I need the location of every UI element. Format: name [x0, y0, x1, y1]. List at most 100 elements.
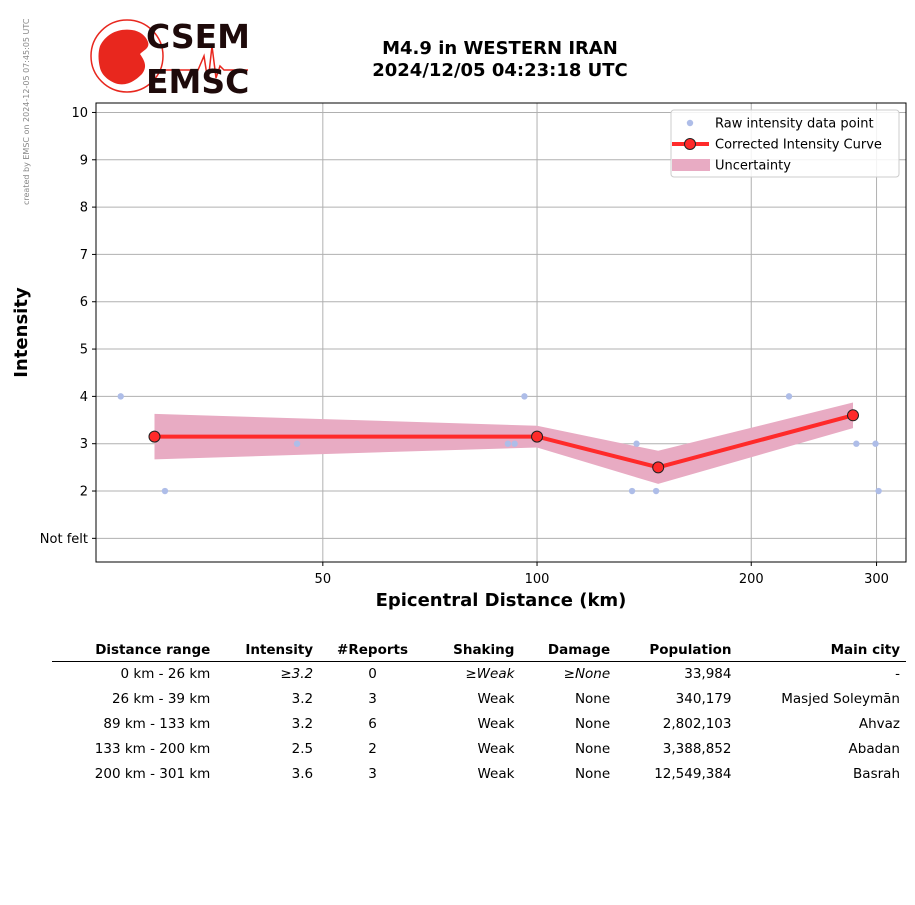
x-axis-label: Epicentral Distance (km) — [376, 590, 627, 611]
table-cell: Weak — [477, 715, 515, 732]
table-cell: Weak — [477, 690, 515, 707]
table-cell: 133 km - 200 km — [94, 740, 211, 757]
y-tick-label: 5 — [80, 343, 88, 358]
table-cell: Weak — [477, 740, 515, 757]
y-tick-label: 10 — [71, 106, 88, 121]
table-header-row: Distance range Intensity #Reports Shaking Da… — [52, 640, 906, 662]
table-cell: 2,802,103 — [662, 715, 732, 732]
legend-label: Uncertainty — [715, 159, 791, 174]
table-header-cell: Distance range — [52, 640, 217, 662]
table-cell: Basrah — [853, 765, 900, 782]
legend-swatch-curve-marker — [684, 138, 696, 150]
y-tick-label: 4 — [80, 390, 88, 405]
raw-data-point — [504, 440, 512, 447]
table-cell: None — [574, 765, 611, 782]
table-cell: 3,388,852 — [662, 740, 732, 757]
x-tick-label: 100 — [525, 572, 550, 587]
y-tick-label: 2 — [80, 485, 88, 500]
corrected-curve-marker — [652, 461, 665, 474]
raw-data-point — [875, 487, 882, 495]
legend-label: Raw intensity data point — [715, 117, 874, 132]
table-cell: 2.5 — [291, 740, 314, 757]
table-cell: 340,179 — [675, 690, 732, 707]
table-header-cell: Damage — [520, 640, 617, 662]
raw-data-point — [652, 487, 660, 495]
raw-data-point — [785, 393, 793, 400]
table-cell: 3 — [368, 765, 377, 782]
table-row: 200 km - 301 km 3.6 3 Weak None 12,549,384 Bas… — [52, 762, 906, 787]
y-tick-label: 7 — [80, 248, 88, 263]
legend-box — [670, 109, 900, 178]
chart-title-event: M4.9 in WESTERN IRAN — [382, 38, 618, 59]
y-tick-label: 9 — [80, 153, 88, 168]
legend-swatch-band — [672, 159, 710, 171]
table-body: 0 km - 26 km ≥3.2 0 ≥Weak ≥None 33,984 - 26 km … — [52, 662, 906, 788]
x-tick-label: 50 — [315, 572, 332, 587]
corrected-curve-marker — [531, 430, 544, 443]
table-header-cell: Shaking — [425, 640, 521, 662]
corrected-curve-marker — [847, 409, 860, 422]
table-cell: 0 — [368, 665, 377, 682]
plot-frame — [95, 102, 907, 563]
corrected-curve-line — [154, 413, 854, 470]
table-cell: Masjed Soleymān — [781, 690, 900, 707]
table-cell: 3.2 — [291, 690, 314, 707]
intensity-summary-table: Distance range Intensity #Reports Shaking Da… — [52, 640, 906, 787]
table-row: 0 km - 26 km ≥3.2 0 ≥Weak ≥None 33,984 - — [52, 662, 906, 688]
emsc-logo: CSEM EMSC — [90, 17, 250, 98]
raw-data-point — [161, 487, 169, 495]
x-tick-label: 200 — [739, 572, 764, 587]
y-tick-label: 3 — [80, 437, 88, 452]
table-cell: 3 — [368, 690, 377, 707]
raw-data-point — [633, 440, 640, 447]
logo-bottom-text: EMSC — [146, 62, 249, 98]
chart-title-datetime: 2024/12/05 04:23:18 UTC — [372, 60, 628, 81]
table-cell: Abadan — [848, 740, 900, 757]
table-cell: - — [895, 665, 900, 682]
table-header-cell: Main city — [737, 640, 906, 662]
table-cell: None — [574, 740, 611, 757]
table-cell: ≥3.2 — [280, 665, 314, 682]
table-row: 89 km - 133 km 3.2 6 Weak None 2,802,103 Ahvaz — [52, 712, 906, 737]
table-cell: 2 — [368, 740, 377, 757]
table-header-cell: Intensity — [216, 640, 320, 662]
raw-data-point — [117, 393, 124, 400]
raw-data-point — [853, 440, 860, 447]
table-cell: None — [574, 690, 611, 707]
table-cell: 3.2 — [291, 715, 314, 732]
table-cell: 6 — [368, 715, 377, 732]
table-header-cell: Population — [616, 640, 738, 662]
raw-data-point — [511, 440, 518, 447]
legend-swatch-raw-point — [686, 119, 694, 127]
x-tick-label: 300 — [864, 572, 889, 587]
y-tick-label: 6 — [80, 295, 88, 310]
legend-label: Corrected Intensity Curve — [715, 138, 882, 153]
table-cell: None — [574, 715, 611, 732]
table-cell: 12,549,384 — [654, 765, 732, 782]
table-cell: 0 km - 26 km — [120, 665, 211, 682]
table-cell: Ahvaz — [858, 715, 900, 732]
legend-item: Uncertainty — [672, 159, 791, 174]
y-axis-label: Intensity — [11, 287, 32, 378]
raw-data-point — [293, 440, 301, 447]
legend-item: Corrected Intensity Curve — [672, 138, 882, 153]
table-cell: ≥Weak — [465, 665, 515, 682]
table-cell: 3.6 — [291, 765, 314, 782]
logo-top-text: CSEM — [146, 17, 250, 56]
table-header-cell: #Reports — [319, 640, 426, 662]
table-cell: 89 km - 133 km — [103, 715, 211, 732]
table-cell: 200 km - 301 km — [94, 765, 211, 782]
table-cell: 33,984 — [684, 665, 732, 682]
table-row: 26 km - 39 km 3.2 3 Weak None 340,179 Masjed S… — [52, 687, 906, 712]
raw-data-point — [521, 393, 528, 400]
y-tick-label: Not felt — [40, 532, 88, 547]
plot-area — [96, 103, 906, 562]
raw-data-point — [872, 440, 879, 447]
table-cell: Weak — [477, 765, 515, 782]
table-cell: 26 km - 39 km — [111, 690, 211, 707]
raw-data-point — [628, 487, 636, 495]
table-cell: ≥None — [563, 665, 611, 682]
legend-item: Raw intensity data point — [686, 117, 874, 132]
corrected-curve-marker — [148, 430, 161, 443]
intensity-chart: Not felt 2 3 4 5 6 7 8 9 10 50 100 200 300 Epicentral … — [11, 102, 907, 611]
